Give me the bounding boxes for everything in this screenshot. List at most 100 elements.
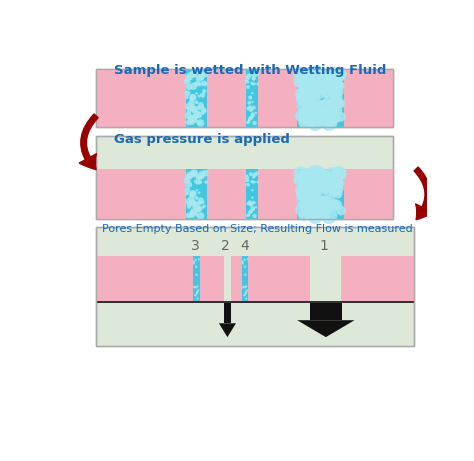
FancyArrowPatch shape [414,167,433,219]
Circle shape [306,84,312,90]
Circle shape [307,65,323,82]
Circle shape [246,202,250,205]
Circle shape [246,77,249,81]
Circle shape [193,286,196,288]
Circle shape [189,118,193,122]
Circle shape [191,201,198,208]
Circle shape [244,286,246,289]
Circle shape [203,205,206,207]
Circle shape [185,75,189,79]
Circle shape [247,201,250,205]
Circle shape [313,73,318,77]
Circle shape [317,70,323,76]
Circle shape [197,174,201,179]
Circle shape [322,113,336,127]
Circle shape [337,99,345,106]
Circle shape [246,258,249,260]
Circle shape [195,196,199,200]
Circle shape [328,82,332,86]
Circle shape [189,94,196,101]
Circle shape [251,100,254,103]
Circle shape [252,75,255,77]
Circle shape [201,76,204,79]
Circle shape [193,205,201,213]
Circle shape [333,185,337,189]
Circle shape [298,187,311,200]
Circle shape [329,187,339,197]
Circle shape [247,76,250,79]
Circle shape [324,187,327,189]
Circle shape [307,91,319,103]
Circle shape [334,116,341,123]
Circle shape [247,101,251,105]
Circle shape [197,212,204,220]
Circle shape [197,122,200,125]
Circle shape [322,195,328,201]
Circle shape [333,189,343,199]
Circle shape [306,70,314,77]
Circle shape [256,83,259,85]
Circle shape [204,180,208,184]
Circle shape [314,106,330,123]
Circle shape [195,293,197,296]
Circle shape [324,201,327,204]
Circle shape [301,187,304,189]
Circle shape [307,177,319,189]
Circle shape [297,176,305,183]
Circle shape [329,103,333,106]
Circle shape [331,181,340,189]
Circle shape [246,174,248,177]
Circle shape [302,171,312,182]
Circle shape [309,68,322,81]
Circle shape [307,187,310,190]
Circle shape [198,83,201,86]
Circle shape [311,177,314,180]
Circle shape [299,190,308,199]
Bar [186,169,207,219]
Circle shape [252,175,255,178]
Text: 2: 2 [221,239,229,253]
Circle shape [307,165,323,181]
Circle shape [298,74,304,80]
Circle shape [190,70,198,77]
Circle shape [321,115,337,131]
Circle shape [321,208,337,224]
Circle shape [194,71,198,75]
Circle shape [251,207,255,211]
Circle shape [322,198,332,207]
Circle shape [249,108,253,112]
Circle shape [246,75,248,78]
Circle shape [194,294,196,296]
Circle shape [185,76,191,82]
Circle shape [249,202,253,207]
Circle shape [256,181,259,183]
Circle shape [190,213,195,218]
Circle shape [322,114,327,118]
Circle shape [302,184,305,188]
Circle shape [330,177,342,189]
Circle shape [191,201,196,207]
Circle shape [190,190,196,196]
Circle shape [333,200,337,205]
Circle shape [325,82,330,87]
Circle shape [304,81,307,84]
Bar [310,303,342,320]
Circle shape [333,78,335,81]
Circle shape [192,201,198,207]
Circle shape [298,173,304,179]
Circle shape [298,88,303,93]
Circle shape [198,191,201,194]
Circle shape [248,105,252,109]
Circle shape [330,85,340,95]
Circle shape [250,180,253,183]
Circle shape [188,106,193,111]
Circle shape [329,173,337,180]
Circle shape [327,79,333,85]
Circle shape [297,194,312,210]
Circle shape [307,191,313,198]
Circle shape [319,71,326,79]
Circle shape [202,170,209,177]
Circle shape [306,117,312,123]
Text: 4: 4 [240,239,249,253]
Bar [207,169,246,219]
